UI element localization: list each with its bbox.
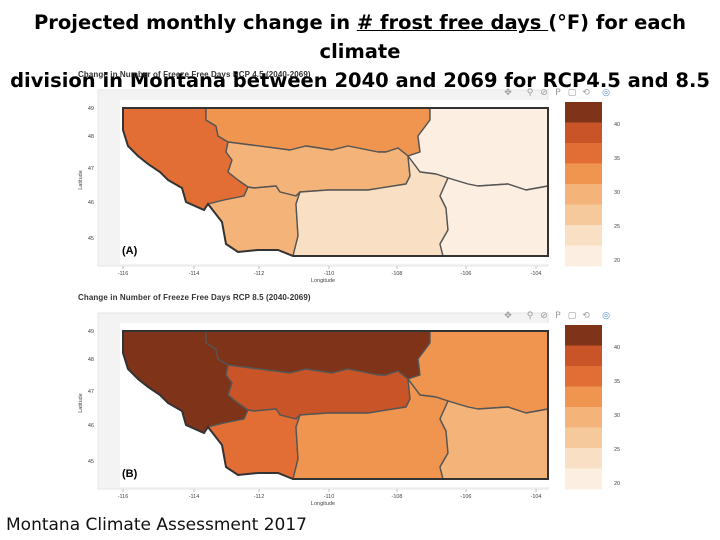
map-b-save-icon[interactable]: ▢ [568, 311, 577, 321]
map-b-panel-label: (B) [122, 468, 138, 480]
map-a-x-tick-label: -108 [391, 271, 402, 277]
map-a-zoom-icon[interactable]: ⚲ [527, 88, 534, 98]
map-a-legend-swatch [565, 245, 602, 267]
map-b-x-tick-label: -116 [118, 494, 129, 500]
map-a-legend-tick-label: 20 [614, 258, 620, 264]
map-b-legend-tick-label: 35 [614, 379, 620, 385]
map-a-legend-swatch [565, 204, 602, 226]
map-b-title: Change in Number of Freeze Free Days RCP… [78, 293, 311, 302]
map-a-refresh-icon[interactable]: ⟲ [582, 88, 590, 98]
map-b-x-tick-label: -112 [254, 494, 265, 500]
map-a-svg: ✥ ⚲ ⊘ P ▢ ⟲ ◎ (A) -116 -114 -112 -110 -108 -106 -104 Lo… [78, 88, 620, 284]
map-a: ✥ ⚲ ⊘ P ▢ ⟲ ◎ (A) -116 -114 -112 -110 -108 -106 -104 Lo… [68, 80, 628, 285]
map-b-x-tick-label: -114 [189, 494, 200, 500]
map-a-x-tick-label: -110 [324, 271, 335, 277]
map-b-x-tick-label: -104 [530, 494, 541, 500]
map-a-x-axis-label: Longitude [311, 278, 335, 284]
map-a-help-icon[interactable]: ◎ [602, 88, 610, 98]
map-a-state-outline [122, 107, 549, 257]
map-a-x-tick-label: -104 [530, 271, 541, 277]
map-a-y-tick-label: 46 [88, 200, 94, 206]
map-b-legend-swatch [565, 345, 602, 367]
map-b-reset-icon[interactable]: ⊘ [540, 311, 548, 321]
map-b-legend-tick-label: 30 [614, 413, 620, 419]
map-a-move-icon[interactable]: ✥ [504, 88, 512, 98]
map-b-legend-swatch [565, 448, 602, 469]
map-b-legend-swatch [565, 386, 602, 408]
map-a-title: Change in Number of Freeze Free Days RCP… [78, 70, 311, 79]
map-b-y-tick-label: 45 [88, 459, 94, 465]
map-a-legend-swatch [565, 184, 602, 205]
map-a-reset-icon[interactable]: ⊘ [540, 88, 548, 98]
map-b-state-outline [122, 330, 549, 480]
map-a-x-tick-label: -114 [189, 271, 200, 277]
map-b-y-axis-label: Latitude [78, 393, 84, 413]
footer-credit: Montana Climate Assessment 2017 [6, 515, 307, 535]
map-a-region-southeastern [439, 177, 549, 257]
map-a-x-tick-label: -112 [254, 271, 265, 277]
title-line-2: division in Montana between 2040 and 206… [10, 69, 710, 92]
map-b-pan-icon[interactable]: P [555, 311, 561, 321]
map-a-legend-tick-label: 35 [614, 156, 620, 162]
map-a-legend-swatch [565, 163, 602, 185]
map-a-legend-tick-label: 40 [614, 122, 620, 128]
map-b-refresh-icon[interactable]: ⟲ [582, 311, 590, 321]
map-b-y-tick-label: 46 [88, 423, 94, 429]
map-b-help-icon[interactable]: ◎ [602, 311, 610, 321]
map-b-legend-tick-label: 40 [614, 345, 620, 351]
title-line-1: Projected monthly change in # frost free… [0, 8, 720, 66]
map-b: ✥ ⚲ ⊘ P ▢ ⟲ ◎ (B) -116 -114 -112 -110 -108 -106 -104 Lo… [68, 303, 628, 508]
title-underlined: # frost free days [356, 11, 549, 34]
map-a-y-axis-label: Latitude [78, 170, 84, 190]
map-b-x-tick-label: -110 [324, 494, 335, 500]
map-b-legend-swatch [565, 325, 602, 346]
map-a-legend-tick-label: 30 [614, 190, 620, 196]
map-a-panel-label: (A) [122, 245, 138, 257]
map-a-legend-swatch [565, 122, 602, 144]
map-b-zoom-icon[interactable]: ⚲ [527, 311, 534, 321]
map-b-y-tick-label: 48 [88, 357, 94, 363]
map-b-x-axis-label: Longitude [311, 501, 335, 507]
map-a-legend-swatch [565, 143, 602, 164]
title-part-2: (°F) for each climate [319, 11, 686, 63]
map-a-save-icon[interactable]: ▢ [568, 88, 577, 98]
map-b-y-tick-label: 49 [88, 329, 94, 335]
map-b-y-tick-label: 47 [88, 389, 94, 395]
map-a-x-tick-label: -106 [460, 271, 471, 277]
map-b-legend-tick-label: 25 [614, 447, 620, 453]
title-part-1: Projected monthly change in [34, 11, 357, 34]
map-a-x-tick-label: -116 [118, 271, 129, 277]
map-a-y-tick-label: 48 [88, 134, 94, 140]
map-b-legend-swatch [565, 366, 602, 387]
slide-title: Projected monthly change in # frost free… [0, 8, 720, 95]
map-a-legend-swatch [565, 102, 602, 123]
map-b-x-tick-label: -108 [391, 494, 402, 500]
map-a-y-tick-label: 45 [88, 236, 94, 242]
map-a-legend-swatch [565, 225, 602, 246]
map-a-legend-tick-label: 25 [614, 224, 620, 230]
map-b-x-tick-label: -106 [460, 494, 471, 500]
map-a-pan-icon[interactable]: P [555, 88, 561, 98]
map-b-region-southeastern [439, 400, 549, 480]
map-b-legend-swatch [565, 468, 602, 490]
map-b-legend-swatch [565, 407, 602, 428]
map-b-legend-swatch [565, 427, 602, 449]
map-b-legend-tick-label: 20 [614, 481, 620, 487]
map-a-y-tick-label: 49 [88, 106, 94, 112]
map-b-move-icon[interactable]: ✥ [504, 311, 512, 321]
map-a-y-tick-label: 47 [88, 166, 94, 172]
map-b-svg: ✥ ⚲ ⊘ P ▢ ⟲ ◎ (B) -116 -114 -112 -110 -108 -106 -104 Lo… [78, 311, 620, 507]
